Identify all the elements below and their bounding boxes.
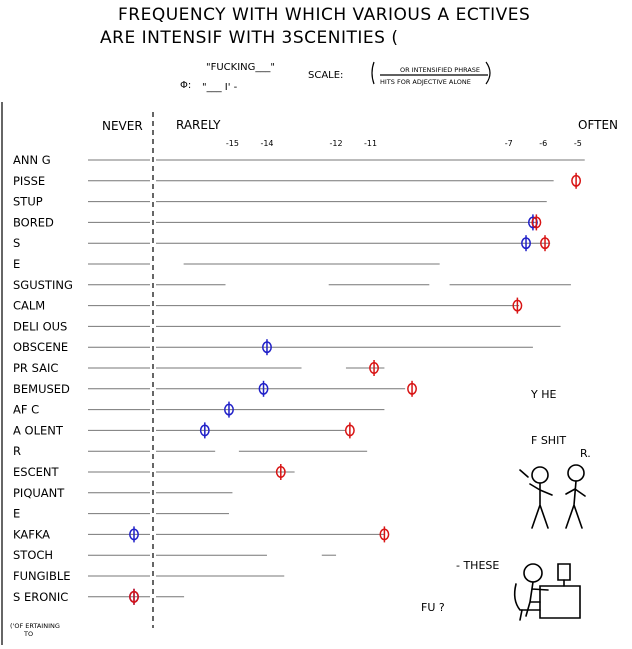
side-caption-line-4: - THESE [456, 559, 499, 572]
phi-marker [540, 235, 550, 252]
phi-marker [129, 588, 139, 605]
x-tick-label: -12 [330, 139, 343, 148]
category-label: AF C [13, 403, 39, 417]
category-label: A OLENT [13, 423, 64, 437]
chart-title-line-2: ARE INTENSIF WITH 3SCENITIES ( [100, 28, 398, 48]
category-label: PR SAIC [13, 361, 58, 375]
category-label: E [13, 507, 20, 521]
side-caption-line-2: F SHIT [531, 434, 566, 447]
category-label: PIQUANT [13, 486, 65, 500]
side-caption-line-1: Y HE [530, 388, 556, 401]
header-never: NEVER [102, 119, 143, 133]
header-often: OFTEN [578, 118, 618, 132]
phi-marker [262, 339, 272, 356]
footnote-line-1: ('OF ERTAINING [10, 622, 60, 630]
category-label: SGUSTING [13, 278, 73, 292]
phi-marker [275, 464, 286, 480]
stick-figures-pair [519, 464, 586, 529]
category-label: ESCENT [13, 465, 59, 479]
header-rarely: RARELY [176, 118, 221, 132]
category-label: PISSE [13, 174, 45, 188]
phi-marker [369, 360, 379, 376]
legend-scale-label: SCALE: [308, 70, 343, 81]
phi-marker [571, 172, 582, 189]
legend-scale-open-bracket [371, 61, 375, 85]
category-label: KAFKA [13, 527, 50, 541]
category-label: R [13, 444, 21, 458]
legend-scale-numerator: OR INTENSIFIED PHRASE [400, 66, 480, 74]
legend-phrase-bottom: "___ I' - [202, 82, 238, 93]
category-label: STUP [13, 195, 43, 209]
phi-marker [531, 214, 542, 231]
x-axis-ticks: -15 -14 -12 -11 -7 -6 -5 [226, 139, 582, 148]
category-label: BEMUSED [13, 382, 70, 396]
legend-phrase-top: "FUCKING___" [206, 62, 275, 73]
phi-marker [258, 380, 269, 397]
x-tick-label: -6 [539, 139, 547, 148]
x-tick-label: -15 [226, 139, 239, 148]
category-label: BORED [13, 215, 54, 229]
category-label: S [13, 236, 20, 250]
category-label: ANN G [13, 153, 51, 167]
phi-marker [224, 401, 234, 418]
phi-marker [521, 235, 531, 252]
x-tick-label: -7 [505, 139, 513, 148]
x-tick-label: -14 [260, 139, 273, 148]
category-label: OBSCENE [13, 340, 68, 354]
x-tick-label: -11 [364, 139, 377, 148]
side-caption-line-3: R. [580, 447, 591, 460]
category-label: DELI OUS [13, 319, 67, 333]
category-label: CALM [13, 299, 45, 313]
data-points [129, 172, 582, 605]
phi-marker [199, 422, 210, 439]
category-label: E [13, 257, 20, 271]
row-gridlines [88, 159, 585, 598]
phi-marker [512, 297, 523, 314]
x-tick-label: -5 [574, 139, 582, 148]
phi-marker [129, 526, 139, 543]
stick-figure-at-desk [513, 563, 581, 621]
phi-marker [407, 380, 417, 397]
side-caption-line-5: FU ? [421, 601, 445, 614]
footnote-line-2: TO [23, 630, 33, 638]
legend-scale-close-bracket [485, 61, 491, 85]
category-label: S ERONIC [13, 590, 68, 604]
category-label: FUNGIBLE [13, 569, 71, 583]
phi-marker [379, 526, 390, 543]
legend-symbol-label: Φ: [180, 80, 191, 91]
category-label: STOCH [13, 548, 53, 562]
phi-marker [344, 422, 355, 439]
legend-scale-denominator: HITS FOR ADJECTIVE ALONE [380, 78, 471, 86]
chart-title-line-1: FREQUENCY WITH WHICH VARIOUS A ECTIVES [118, 5, 530, 25]
